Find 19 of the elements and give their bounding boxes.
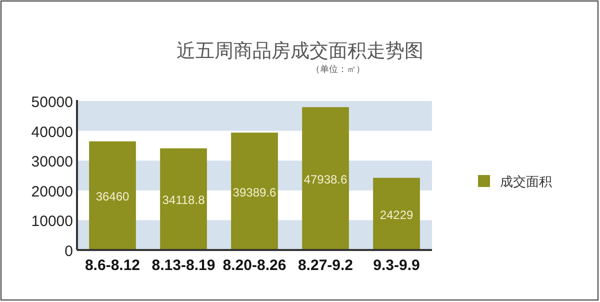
y-tick-label: 10000 [31, 213, 73, 230]
data-label: 47938.6 [304, 172, 348, 187]
data-label: 34118.8 [162, 193, 206, 208]
y-tick-label: 30000 [31, 154, 73, 171]
data-label: 36460 [96, 190, 130, 204]
data-label: 24229 [380, 208, 414, 222]
data-label: 39389.6 [232, 185, 277, 200]
x-tick-label: 9.3-9.9 [373, 257, 420, 274]
x-tick-label: 8.27-9.2 [298, 257, 354, 274]
y-tick-label: 20000 [31, 183, 73, 200]
x-tick-label: 8.20-8.26 [222, 257, 286, 274]
legend-label: 成交面积 [500, 174, 552, 190]
chart-title: 近五周商品房成交面积走势图 [176, 40, 424, 62]
y-tick-label: 0 [64, 243, 73, 260]
x-tick-label: 8.6-8.12 [84, 257, 140, 274]
y-tick-label: 40000 [31, 124, 73, 141]
chart-subtitle: （单位：㎡） [311, 64, 365, 75]
x-tick-label: 8.13-8.19 [152, 257, 216, 274]
y-tick-label: 50000 [31, 94, 73, 111]
